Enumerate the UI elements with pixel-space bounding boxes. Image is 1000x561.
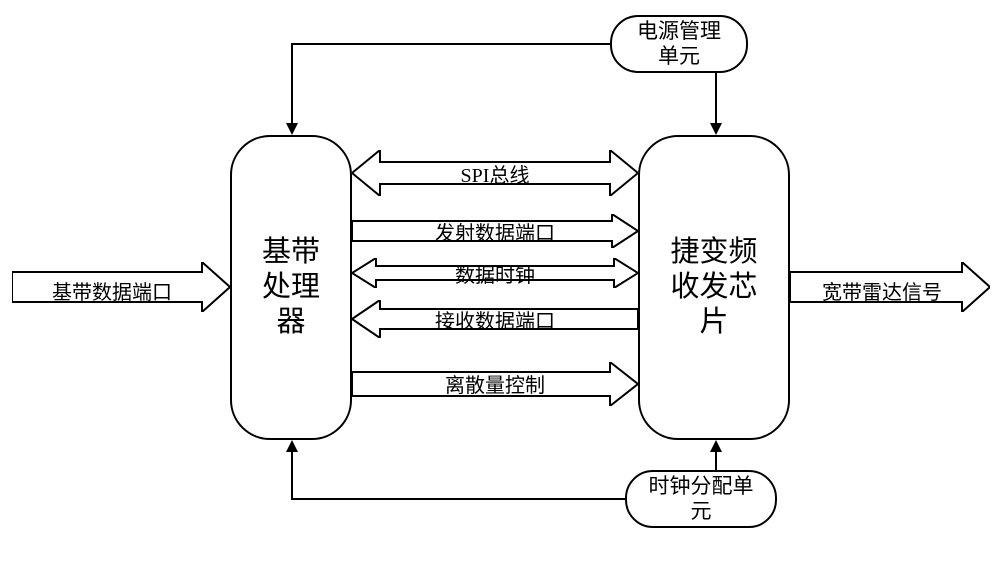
line-power-to-baseband-h xyxy=(291,43,610,45)
line-power-to-baseband-v xyxy=(291,43,293,125)
arrowhead-power-to-baseband xyxy=(286,123,298,135)
power-label-2: 单元 xyxy=(637,44,721,69)
diagram-stage: 基带数据端口 宽带雷达信号 SPI总线 发射数据端口 数据时钟 接收数据端口 离… xyxy=(0,0,1000,561)
arrow-data-clock xyxy=(352,258,638,288)
arrowhead-power-to-agile xyxy=(710,123,722,135)
block-power-mgmt-unit: 电源管理 单元 xyxy=(610,15,748,73)
agile-label-2: 收发芯 xyxy=(670,270,757,305)
block-clock-dist-unit: 时钟分配单 元 xyxy=(625,470,777,528)
label-baseband-port: 基带数据端口 xyxy=(12,276,212,305)
power-label-1: 电源管理 xyxy=(637,19,721,44)
agile-label-1: 捷变频 xyxy=(670,235,757,270)
baseband-label-1: 基带 xyxy=(262,235,320,270)
label-wideband-radar: 宽带雷达信号 xyxy=(790,276,974,305)
line-power-to-agile xyxy=(715,73,717,125)
arrowhead-clock-to-baseband xyxy=(286,440,298,452)
clock-label-1: 时钟分配单 xyxy=(649,474,754,499)
line-clock-to-baseband-h xyxy=(291,498,625,500)
arrow-discrete-ctrl xyxy=(352,362,638,406)
arrow-spi-bus xyxy=(352,150,638,196)
block-agile-transceiver-chip: 捷变频 收发芯 片 xyxy=(638,135,790,440)
line-clock-to-agile xyxy=(715,450,717,470)
arrow-tx-port xyxy=(352,214,638,248)
line-clock-to-baseband-v xyxy=(291,450,293,500)
block-baseband-processor: 基带 处理 器 xyxy=(230,135,352,440)
agile-label-3: 片 xyxy=(670,305,757,340)
clock-label-2: 元 xyxy=(649,499,754,524)
baseband-label-2: 处理 xyxy=(262,270,320,305)
arrow-rx-port xyxy=(352,300,638,338)
baseband-label-3: 器 xyxy=(262,305,320,340)
arrowhead-clock-to-agile xyxy=(710,440,722,452)
